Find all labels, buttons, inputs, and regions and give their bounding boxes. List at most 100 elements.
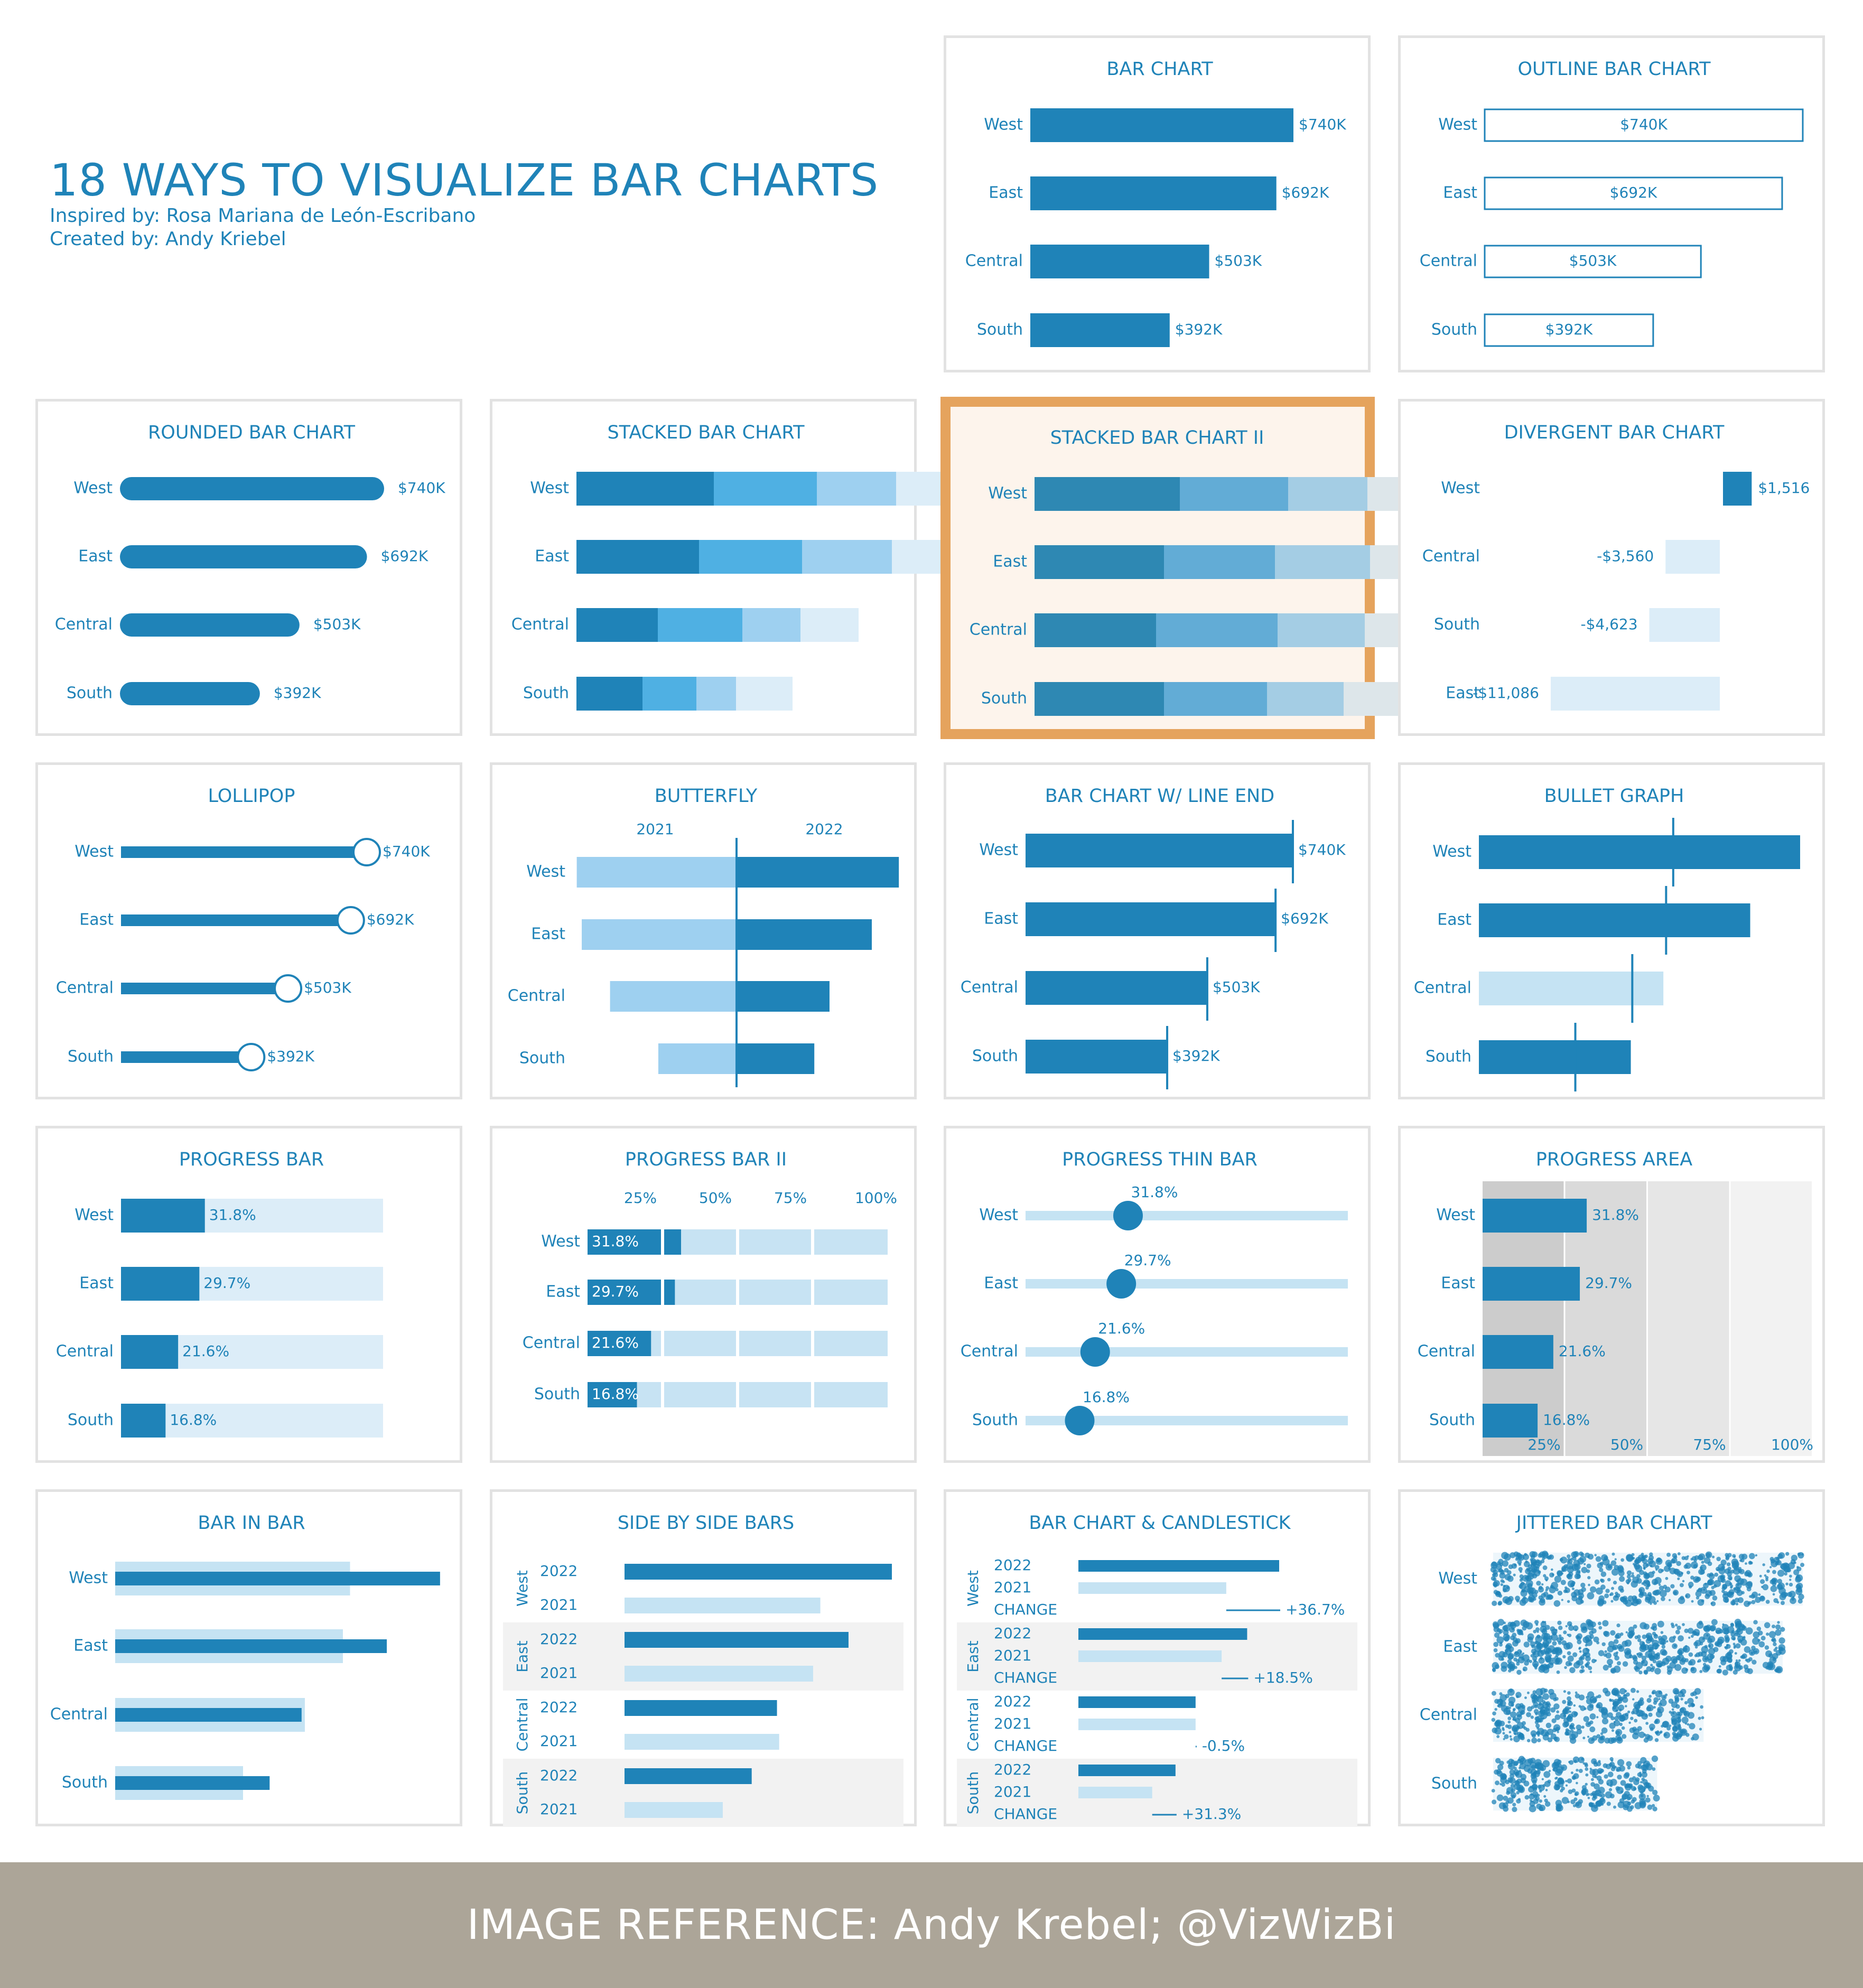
jitter-point [1547, 1594, 1553, 1600]
value-label: 16.8% [170, 1411, 217, 1429]
jitter-point [1530, 1715, 1534, 1719]
jitter-point [1646, 1704, 1654, 1712]
jitter-point [1613, 1701, 1619, 1707]
row-label: 2021 [994, 1647, 1031, 1664]
jitter-point [1658, 1583, 1661, 1586]
jitter-point [1597, 1598, 1605, 1606]
jitter-point [1650, 1639, 1653, 1641]
jitter-point [1631, 1580, 1638, 1588]
jitter-point [1787, 1592, 1793, 1597]
jitter-point [1612, 1552, 1615, 1556]
jitter-point [1578, 1705, 1581, 1708]
jitter-point [1543, 1771, 1551, 1778]
jitter-point [1562, 1721, 1569, 1728]
rounded-bar [120, 682, 260, 705]
category-label: South [972, 1047, 1018, 1066]
jitter-point [1567, 1696, 1571, 1701]
jitter-point [1675, 1717, 1682, 1723]
jitter-point [1577, 1659, 1583, 1666]
panel-rounded-bar-chart: ROUNDED BAR CHART West $740K East $692K Centr… [35, 399, 462, 736]
jitter-point [1506, 1790, 1511, 1795]
lollipop-head [352, 838, 381, 866]
jitter-point [1519, 1599, 1526, 1606]
jitter-point [1562, 1655, 1566, 1659]
jitter-point [1534, 1620, 1539, 1625]
jitter-point [1516, 1669, 1522, 1675]
jitter-point [1587, 1592, 1595, 1600]
change-label: +18.5% [1253, 1669, 1312, 1686]
jitter-point [1507, 1663, 1514, 1669]
category-label: South [68, 1411, 114, 1430]
jitter-point [1618, 1570, 1625, 1576]
progress-dot [1113, 1201, 1143, 1230]
jitter-point [1516, 1695, 1519, 1698]
jitter-point [1785, 1552, 1790, 1556]
jitter-point [1601, 1718, 1609, 1725]
jitter-point [1648, 1786, 1654, 1792]
jitter-point [1494, 1707, 1497, 1711]
jitter-point [1668, 1567, 1671, 1570]
jitter-point [1688, 1581, 1694, 1588]
tick-label: 50% [1610, 1436, 1643, 1453]
jitter-point [1682, 1623, 1685, 1626]
jitter-point [1700, 1705, 1703, 1709]
jitter-point [1771, 1638, 1774, 1642]
progress-fill [588, 1331, 651, 1356]
stack-segment [742, 608, 800, 642]
jitter-point [1536, 1803, 1542, 1809]
jitter-point [1652, 1804, 1655, 1807]
year-label: 2021 [540, 1732, 577, 1750]
jitter-point [1575, 1693, 1580, 1699]
jitter-point [1536, 1630, 1539, 1633]
jitter-point [1755, 1650, 1758, 1654]
jitter-point [1752, 1659, 1757, 1665]
jitter-point [1496, 1769, 1502, 1774]
negative-bar [1649, 608, 1720, 642]
jitter-point [1646, 1763, 1653, 1771]
jitter-point [1685, 1562, 1691, 1569]
jitter-point [1620, 1790, 1623, 1794]
tick-label: 25% [624, 1189, 657, 1207]
jitter-point [1617, 1775, 1622, 1780]
panel-bullet-graph: BULLET GRAPH West East Central South [1398, 762, 1825, 1099]
jitter-point [1542, 1702, 1549, 1709]
jitter-point [1624, 1598, 1627, 1600]
jitter-point [1684, 1628, 1689, 1634]
jitter-point [1513, 1707, 1516, 1711]
jitter-point [1560, 1789, 1563, 1793]
jitter-point [1490, 1566, 1496, 1573]
jitter-point [1716, 1556, 1721, 1562]
jitter-point [1596, 1792, 1600, 1796]
jitter-point [1502, 1560, 1509, 1567]
jitter-point [1727, 1566, 1731, 1571]
value-label: $740K [398, 479, 445, 497]
jitter-point [1593, 1636, 1599, 1642]
category-label: West [530, 479, 569, 498]
jitter-point [1650, 1664, 1653, 1667]
jitter-point [1534, 1666, 1538, 1670]
jitter-point [1711, 1619, 1718, 1626]
jitter-point [1713, 1647, 1719, 1653]
jitter-point [1567, 1691, 1571, 1695]
jitter-point [1587, 1576, 1591, 1580]
jitter-point [1768, 1631, 1776, 1638]
jitter-point [1734, 1575, 1741, 1582]
chart-title: STACKED BAR CHART [607, 422, 805, 443]
jitter-point [1621, 1734, 1627, 1739]
jitter-point [1532, 1573, 1538, 1579]
category-label: West [1432, 843, 1471, 861]
jitter-point [1622, 1795, 1627, 1800]
jitter-point [1647, 1804, 1653, 1810]
jitter-point [1778, 1646, 1783, 1651]
jitter-point [1514, 1651, 1520, 1657]
bar-chart-line-end: BAR CHART W/ LINE END West $740K East $692K C… [961, 786, 1346, 1089]
jitter-point [1550, 1707, 1556, 1713]
jitter-point [1762, 1584, 1769, 1591]
jitter-point [1660, 1631, 1664, 1634]
jitter-point [1567, 1573, 1571, 1577]
stacked-bar-chart: STACKED BAR CHART West East Central South [511, 422, 981, 711]
outline-bar [1484, 108, 1804, 142]
chart-title: JITTERED BAR CHART [1515, 1513, 1712, 1534]
category-label: South [523, 684, 569, 703]
jitter-point [1624, 1690, 1627, 1693]
